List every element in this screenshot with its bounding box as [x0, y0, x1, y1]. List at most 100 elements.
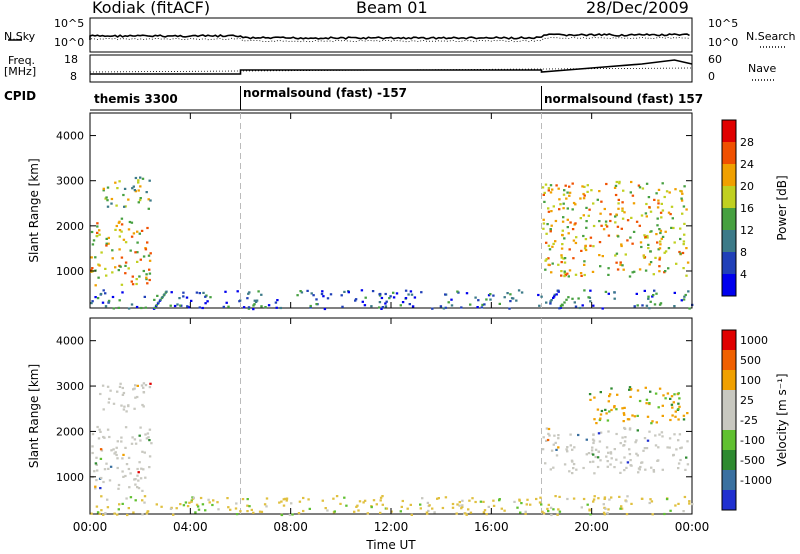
echo-pixel — [649, 300, 652, 303]
x-axis-label: Time UT — [365, 538, 416, 552]
echo-pixel — [283, 497, 287, 500]
echo-pixel — [500, 507, 503, 510]
echo-pixel — [460, 507, 463, 510]
echo-pixel — [155, 304, 158, 307]
echo-pixel — [557, 289, 560, 292]
echo-pixel — [248, 505, 251, 508]
echo-pixel — [106, 205, 110, 208]
echo-pixel — [625, 466, 628, 469]
colorbar-swatch — [722, 390, 736, 410]
echo-pixel — [668, 191, 671, 194]
echo-pixel — [664, 230, 667, 233]
echo-pixel — [558, 198, 561, 201]
echo-pixel — [592, 498, 596, 501]
echo-pixel — [129, 496, 133, 499]
echo-pixel — [109, 389, 112, 392]
nave-label: Nave — [748, 62, 777, 75]
echo-pixel — [669, 213, 672, 216]
cpid-segment-1: themis 3300 — [94, 92, 178, 106]
echo-pixel — [663, 195, 666, 199]
echo-pixel — [148, 179, 151, 182]
echo-pixel — [656, 241, 659, 244]
echo-pixel — [644, 386, 647, 389]
echo-pixel — [549, 506, 553, 509]
echo-pixel — [656, 206, 660, 209]
echo-pixel — [125, 497, 128, 500]
echo-pixel — [675, 262, 678, 265]
echo-pixel — [564, 184, 567, 187]
echo-pixel — [384, 302, 387, 305]
echo-pixel — [134, 483, 137, 486]
echo-pixel — [646, 234, 649, 238]
echo-pixel — [308, 507, 311, 510]
echo-pixel — [211, 503, 214, 507]
echo-pixel — [90, 269, 93, 272]
echo-region — [91, 425, 153, 492]
echo-pixel — [586, 503, 589, 506]
echo-pixel — [97, 276, 100, 279]
echo-pixel — [650, 422, 653, 425]
echo-pixel — [254, 300, 258, 303]
echo-pixel — [524, 512, 527, 515]
echo-pixel — [106, 199, 109, 202]
echo-pixel — [127, 507, 130, 510]
echo-pixel — [516, 506, 519, 509]
echo-pixel — [124, 426, 128, 429]
echo-pixel — [182, 291, 185, 294]
echo-pixel — [562, 216, 565, 219]
echo-pixel — [632, 230, 636, 233]
echo-pixel — [509, 293, 512, 296]
echo-pixel — [604, 507, 607, 510]
echo-pixel — [633, 305, 636, 308]
echo-pixel — [658, 258, 661, 261]
echo-pixel — [674, 415, 677, 418]
y-tick-label: 3000 — [56, 175, 84, 188]
echo-pixel — [684, 468, 687, 471]
echo-pixel — [526, 498, 529, 501]
echo-pixel — [664, 270, 667, 273]
echo-pixel — [621, 209, 624, 212]
echo-pixel — [161, 296, 164, 299]
echo-pixel — [623, 413, 626, 416]
echo-pixel — [97, 263, 100, 266]
echo-pixel — [140, 467, 143, 470]
echo-pixel — [545, 301, 548, 304]
echo-pixel — [204, 295, 207, 298]
echo-pixel — [618, 182, 621, 185]
echo-pixel — [392, 296, 396, 299]
echo-pixel — [431, 307, 434, 310]
echo-pixel — [644, 269, 648, 272]
echo-pixel — [428, 504, 431, 507]
echo-pixel — [91, 445, 94, 448]
echo-pixel — [148, 455, 152, 458]
echo-pixel — [598, 440, 602, 443]
echo-pixel — [666, 446, 669, 449]
echo-pixel — [653, 289, 656, 292]
echo-pixel — [673, 393, 676, 396]
echo-pixel — [568, 269, 572, 272]
echo-pixel — [118, 229, 122, 232]
echo-pixel — [95, 235, 99, 238]
echo-pixel — [577, 433, 580, 437]
echo-pixel — [302, 496, 305, 500]
echo-pixel — [465, 513, 468, 516]
echo-pixel — [95, 505, 99, 508]
echo-pixel — [593, 418, 596, 421]
echo-pixel — [354, 299, 357, 302]
echo-pixel — [139, 197, 142, 200]
echo-pixel — [588, 508, 591, 511]
echo-pixel — [540, 503, 543, 506]
echo-pixel — [563, 270, 566, 273]
echo-pixel — [677, 467, 680, 470]
echo-pixel — [184, 501, 188, 504]
echo-pixel — [631, 271, 634, 274]
echo-pixel — [198, 292, 201, 295]
echo-pixel — [645, 304, 649, 307]
echo-pixel — [384, 292, 387, 296]
echo-pixel — [567, 296, 570, 299]
echo-pixel — [669, 509, 672, 512]
panel-frame — [89, 317, 693, 515]
echo-pixel — [682, 240, 686, 243]
echo-pixel — [579, 197, 582, 200]
echo-pixel — [633, 415, 637, 418]
